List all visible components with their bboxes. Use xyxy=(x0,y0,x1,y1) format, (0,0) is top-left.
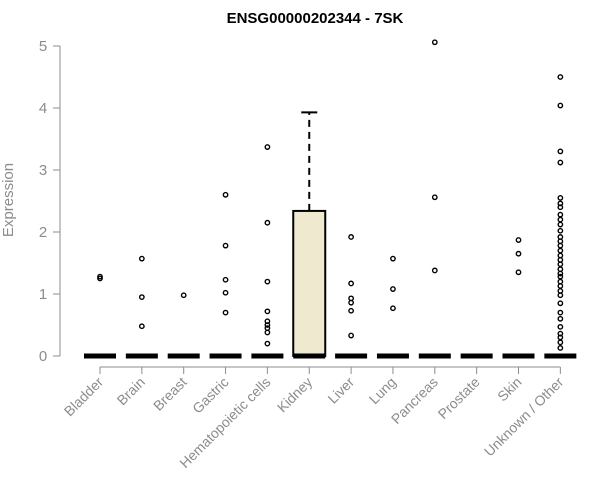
box-group xyxy=(251,144,284,359)
outlier-point xyxy=(557,323,564,330)
outlier-point xyxy=(348,280,354,287)
outlier-point xyxy=(97,273,103,280)
x-tick-label: Unknown / Other xyxy=(481,374,567,460)
outlier-point xyxy=(557,315,564,322)
outlier-point xyxy=(222,309,229,316)
x-tick-label: Liver xyxy=(324,374,357,407)
outlier-point xyxy=(264,325,271,331)
outlier-point xyxy=(348,332,354,339)
outlier-point xyxy=(557,309,564,316)
box-group xyxy=(502,237,535,359)
outlier-point xyxy=(348,307,354,314)
outlier-point xyxy=(222,276,229,283)
outlier-point xyxy=(557,194,564,201)
outlier-point xyxy=(557,300,564,307)
box-group xyxy=(209,191,242,359)
outlier-point xyxy=(138,255,145,262)
box-group xyxy=(167,292,200,359)
outlier-point xyxy=(138,294,145,300)
outlier-point xyxy=(431,194,438,201)
outlier-point xyxy=(348,295,354,302)
outlier-point xyxy=(557,273,564,280)
outlier-point xyxy=(557,266,564,273)
outlier-point xyxy=(348,234,354,240)
y-tick-label: 2 xyxy=(39,224,47,241)
outlier-point xyxy=(390,255,396,262)
x-tick-label: Skin xyxy=(494,374,525,405)
x-tick-label: Kidney xyxy=(274,374,316,416)
outlier-point xyxy=(557,159,564,166)
outlier-point xyxy=(264,308,271,315)
outlier-point xyxy=(557,339,564,346)
y-axis-label: Expression xyxy=(0,163,17,237)
outlier-point xyxy=(557,211,564,218)
outlier-point xyxy=(557,278,564,285)
outlier-point xyxy=(138,323,145,330)
y-tick-label: 0 xyxy=(39,348,47,365)
outlier-point xyxy=(264,278,271,285)
y-tick-label: 4 xyxy=(39,100,47,117)
y-axis: 0 1 2 3 4 5 xyxy=(39,38,61,365)
outlier-point xyxy=(557,221,564,228)
x-tick-label: Bladder xyxy=(61,374,107,420)
chart-title: ENSG00000202344 - 7SK xyxy=(227,10,404,27)
outlier-point xyxy=(557,252,564,259)
outlier-point xyxy=(180,292,187,299)
x-tick-label: Pancreas xyxy=(388,374,441,427)
outlier-point xyxy=(557,287,564,294)
outlier-point xyxy=(264,219,271,226)
box-group xyxy=(84,273,116,359)
y-tick-label: 1 xyxy=(39,286,47,303)
outlier-point xyxy=(264,318,271,325)
outlier-point xyxy=(222,191,229,198)
box-group xyxy=(418,39,451,359)
outlier-point xyxy=(557,102,564,109)
outlier-point xyxy=(557,74,564,80)
outlier-point xyxy=(390,286,396,292)
box-rect xyxy=(292,209,327,357)
x-tick-label: Lung xyxy=(366,374,399,407)
outlier-point xyxy=(557,148,564,155)
outlier-point xyxy=(264,144,271,150)
outlier-point xyxy=(515,250,522,257)
outlier-point xyxy=(557,330,564,337)
box-group xyxy=(376,255,409,359)
outlier-point xyxy=(264,340,271,347)
box-group xyxy=(544,74,577,359)
x-tick-label: Prostate xyxy=(435,374,483,422)
y-tick-label: 5 xyxy=(39,38,47,55)
outlier-point xyxy=(557,227,564,234)
outlier-point xyxy=(222,289,229,296)
x-tick-label: Breast xyxy=(150,374,190,414)
outlier-point xyxy=(390,305,396,312)
outlier-point xyxy=(515,237,522,243)
outlier-point xyxy=(431,39,438,46)
outlier-point xyxy=(431,267,438,274)
outlier-point xyxy=(222,242,229,249)
boxes xyxy=(84,39,577,359)
outlier-point xyxy=(557,247,564,254)
outlier-point xyxy=(557,345,564,351)
y-tick-label: 3 xyxy=(39,162,47,179)
box-group xyxy=(335,234,368,359)
outlier-point xyxy=(515,269,522,276)
box-group xyxy=(125,255,158,359)
x-tick-label: Brain xyxy=(114,374,148,408)
outlier-point xyxy=(557,216,564,223)
outlier-point xyxy=(557,234,564,240)
outlier-point xyxy=(557,200,564,207)
box-group xyxy=(292,111,327,359)
